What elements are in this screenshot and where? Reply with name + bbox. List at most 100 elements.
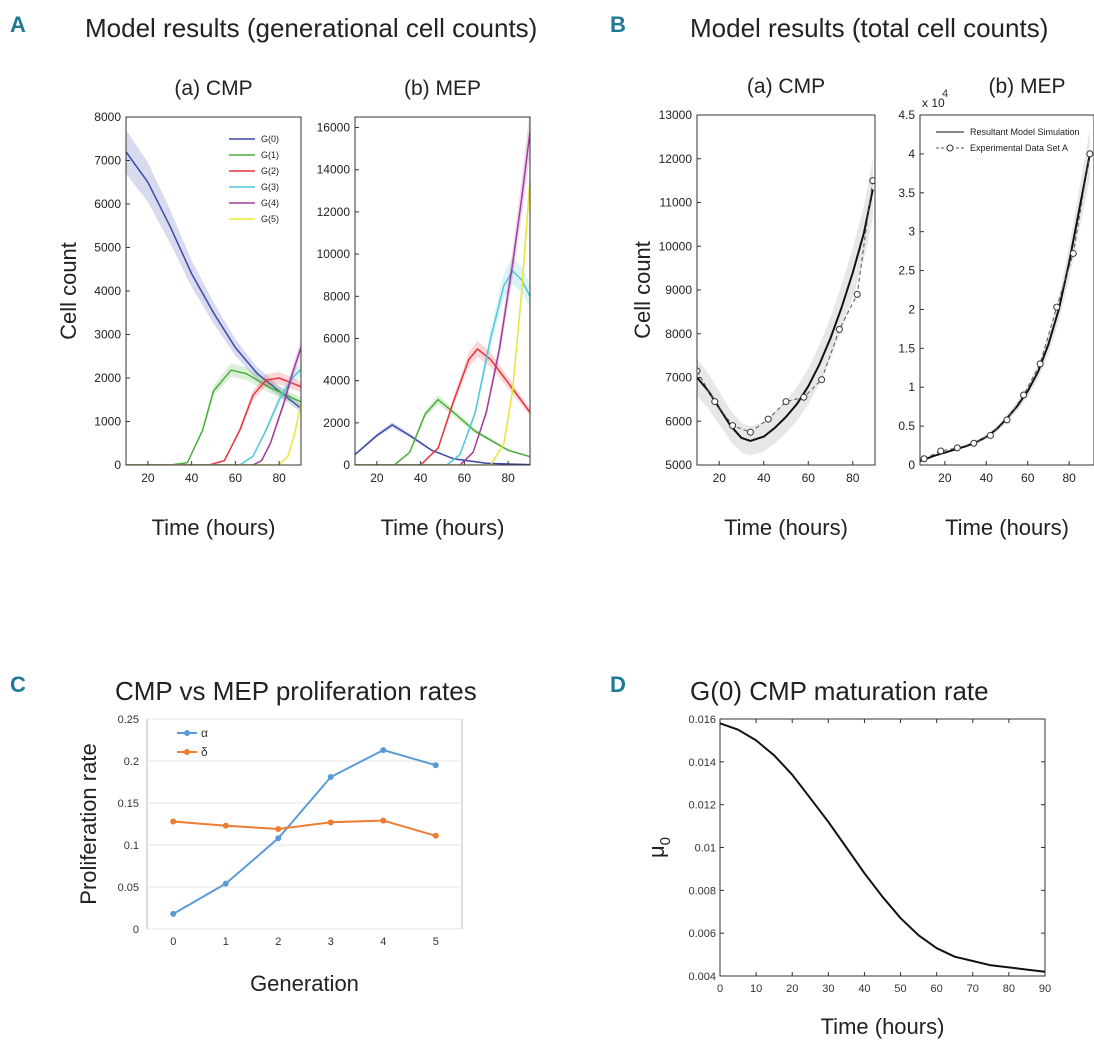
panel-title-c: CMP vs MEP proliferation rates xyxy=(115,676,477,706)
y-tick-label: 2000 xyxy=(323,416,350,430)
data-point xyxy=(275,835,282,842)
x-tick-label: 20 xyxy=(786,983,798,995)
chart-D: 0.004 0.006 0.008 0.01 0.012 0.014 0.016 0 10 20 3… xyxy=(644,714,1051,1039)
y-tick-label: 2 xyxy=(908,302,915,316)
panel-letter-a: A xyxy=(10,12,26,37)
model-band xyxy=(697,159,873,456)
panel-title-d: G(0) CMP maturation rate xyxy=(690,676,989,706)
y-tick-label: 3.5 xyxy=(898,186,915,200)
y-axis-label-subscript: 0 xyxy=(657,837,674,845)
y-tick-label: 3000 xyxy=(94,328,121,342)
panel-title-a: Model results (generational cell counts) xyxy=(85,13,537,43)
x-tick-label: 40 xyxy=(757,471,771,485)
legend-marker xyxy=(946,144,954,152)
data-point xyxy=(432,762,439,769)
legend-label: G(0) xyxy=(261,134,279,144)
y-tick-label: 0 xyxy=(114,458,121,472)
data-point xyxy=(380,747,387,754)
y-tick-label: 2000 xyxy=(94,371,121,385)
plot-area xyxy=(355,117,530,465)
y-tick-label: 16000 xyxy=(317,121,351,135)
y-axis-label-main: μ xyxy=(644,845,669,858)
legend-label: α xyxy=(201,726,208,740)
x-axis-label: Time (hours) xyxy=(821,1014,945,1039)
plot-area xyxy=(920,129,1094,463)
plot-area xyxy=(126,129,301,465)
legend-marker xyxy=(184,730,190,736)
y-tick-label: 5000 xyxy=(94,241,121,255)
x-tick-label: 60 xyxy=(1021,471,1035,485)
x-tick-label: 80 xyxy=(846,471,860,485)
y-tick-label: 0.008 xyxy=(688,885,716,897)
x-axis-label: Generation xyxy=(250,971,359,996)
y-tick-label: 0 xyxy=(343,458,350,472)
y-axis-label: Cell count xyxy=(630,241,655,339)
x-tick-label: 20 xyxy=(141,471,155,485)
experimental-point xyxy=(869,177,875,185)
x-tick-label: 10 xyxy=(750,983,762,995)
data-point xyxy=(222,822,229,829)
legend-label: G(2) xyxy=(261,166,279,176)
experimental-point xyxy=(764,415,772,423)
data-point xyxy=(275,826,282,833)
experimental-point xyxy=(986,431,994,439)
y-tick-label: 0.012 xyxy=(688,800,716,812)
x-tick-label: 4 xyxy=(380,936,386,948)
experimental-point xyxy=(953,444,961,452)
experimental-point xyxy=(697,367,701,375)
x-tick-label: 40 xyxy=(858,983,870,995)
x-tick-label: 30 xyxy=(822,983,834,995)
y-tick-label: 1.5 xyxy=(898,341,915,355)
x-tick-label: 60 xyxy=(229,471,243,485)
data-point xyxy=(327,773,334,780)
chart-B-a: (a) CMP 5000 6000 7000 8000 9000 10000 11000 120… xyxy=(630,75,876,540)
x-axis-label: Time (hours) xyxy=(945,515,1069,540)
x-axis-label: Time (hours) xyxy=(152,515,276,540)
x-tick-label: 40 xyxy=(185,471,199,485)
y-tick-label: 4000 xyxy=(94,284,121,298)
data-point xyxy=(327,819,334,826)
x-tick-label: 80 xyxy=(1003,983,1015,995)
legend-label: G(1) xyxy=(261,150,279,160)
chart-C: 0 0.05 0.1 0.15 0.2 0.25 0 1 2 3 4 5 αδ Generation Pro… xyxy=(76,714,463,996)
y-axis-label: Cell count xyxy=(56,242,81,340)
y-tick-label: 8000 xyxy=(665,327,692,341)
series-line-mu0 xyxy=(719,722,1046,973)
experimental-point xyxy=(835,325,843,333)
y-tick-label: 0.05 xyxy=(118,882,139,894)
legend-label: δ xyxy=(201,745,208,759)
y-tick-label: 0.01 xyxy=(695,843,716,855)
y-tick-label: 1000 xyxy=(94,415,121,429)
experimental-point xyxy=(920,455,928,463)
experimental-point xyxy=(1086,150,1094,158)
y-tick-label: 0.004 xyxy=(688,971,716,983)
y-tick-label: 11000 xyxy=(660,196,693,210)
series-band xyxy=(355,257,530,465)
panel-letter-d: D xyxy=(610,672,626,697)
x-tick-label: 3 xyxy=(328,936,334,948)
model-band xyxy=(920,129,1090,462)
experimental-point xyxy=(1003,416,1011,424)
x-tick-label: 20 xyxy=(938,471,952,485)
x-tick-label: 60 xyxy=(931,983,943,995)
series-line-δ xyxy=(173,819,437,837)
legend-label: Resultant Model Simulation xyxy=(970,127,1080,137)
chart-B-b: (b) MEP 0 0.5 1 1.5 2 2.5 3 3.5 4 4.5 20 40 60 80 Time … xyxy=(898,75,1094,540)
subplot-title: (b) MEP xyxy=(988,75,1065,98)
y-tick-label: 13000 xyxy=(659,108,693,122)
series-line-G(3) xyxy=(126,368,301,465)
x-tick-label: 80 xyxy=(272,471,286,485)
y-tick-label: 12000 xyxy=(659,152,693,166)
x-tick-label: 0 xyxy=(717,983,723,995)
series-band xyxy=(126,371,301,465)
panel-letter-b: B xyxy=(610,12,626,37)
y-tick-label: 0.2 xyxy=(124,756,139,768)
subplot-title: (a) CMP xyxy=(747,75,825,98)
series-line-G(3) xyxy=(355,270,530,465)
x-tick-label: 80 xyxy=(501,471,515,485)
y-tick-label: 14000 xyxy=(317,163,351,177)
y-tick-label: 6000 xyxy=(323,331,350,345)
plot-frame xyxy=(719,718,1046,977)
y-tick-label: 1 xyxy=(908,380,915,394)
